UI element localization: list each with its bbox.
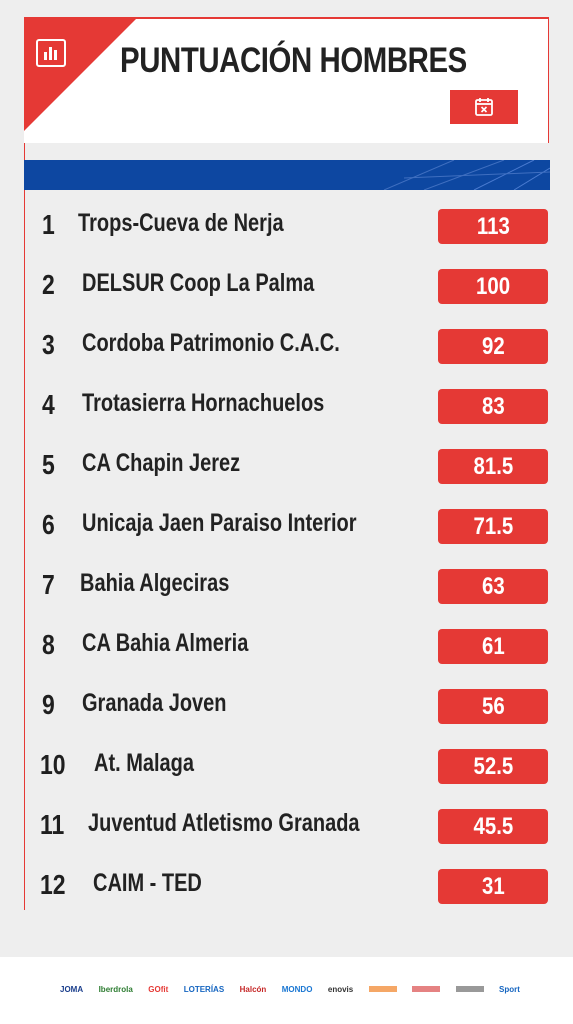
left-accent-line bbox=[24, 143, 25, 910]
bar-chart-icon bbox=[36, 39, 66, 67]
ranking-row: 3 Cordoba Patrimonio C.A.C. 92 bbox=[0, 327, 573, 364]
rank-number: 12 bbox=[40, 869, 66, 900]
ranking-row: 9 Granada Joven 56 bbox=[0, 687, 573, 724]
points-badge: 100 bbox=[438, 269, 548, 304]
sponsor-strip: JOMA Iberdrola GOfit LOTERÍAS Halcón MONDO eno… bbox=[0, 957, 573, 1024]
page-title: PUNTUACIÓN HOMBRES bbox=[120, 41, 467, 80]
sponsor-logo: GOfit bbox=[148, 984, 169, 994]
points-badge: 113 bbox=[438, 209, 548, 244]
points-value: 63 bbox=[481, 573, 505, 600]
calendar-x-icon bbox=[475, 98, 493, 116]
banner-stripes bbox=[383, 160, 550, 190]
sponsor-logos: JOMA Iberdrola GOfit LOTERÍAS Halcón MONDO eno… bbox=[60, 979, 520, 999]
points-badge: 45.5 bbox=[438, 809, 548, 844]
sponsor-logo: JOMA bbox=[60, 984, 84, 994]
sponsor-logo: LOTERÍAS bbox=[183, 984, 225, 994]
points-badge: 92 bbox=[438, 329, 548, 364]
points-value: 100 bbox=[475, 273, 511, 300]
rank-number: 6 bbox=[42, 509, 55, 540]
rank-number: 3 bbox=[42, 329, 55, 360]
sponsor-logo: enovis bbox=[327, 984, 354, 994]
points-value: 81.5 bbox=[473, 453, 513, 480]
team-name: CAIM - TED bbox=[93, 869, 202, 897]
ranking-row: 1 Trops-Cueva de Nerja 113 bbox=[0, 207, 573, 244]
team-name: Trops-Cueva de Nerja bbox=[78, 209, 284, 237]
team-name: Juventud Atletismo Granada bbox=[88, 809, 360, 837]
rank-number: 1 bbox=[42, 209, 55, 240]
points-value: 92 bbox=[481, 333, 505, 360]
ranking-row: 12 CAIM - TED 31 bbox=[0, 867, 573, 904]
rank-number: 9 bbox=[42, 689, 55, 720]
points-value: 31 bbox=[481, 873, 505, 900]
points-badge: 81.5 bbox=[438, 449, 548, 484]
points-value: 113 bbox=[476, 213, 510, 240]
ranking-row: 6 Unicaja Jaen Paraiso Interior 71.5 bbox=[0, 507, 573, 544]
points-value: 83 bbox=[481, 393, 505, 420]
sponsor-logo bbox=[412, 986, 441, 992]
header-card: PUNTUACIÓN HOMBRES bbox=[24, 17, 549, 143]
rank-number: 7 bbox=[42, 569, 55, 600]
points-badge: 83 bbox=[438, 389, 548, 424]
sponsor-logo bbox=[455, 986, 484, 992]
rank-number: 2 bbox=[42, 269, 55, 300]
points-badge: 63 bbox=[438, 569, 548, 604]
sponsor-logo bbox=[368, 986, 397, 992]
points-value: 45.5 bbox=[473, 813, 513, 840]
points-badge: 56 bbox=[438, 689, 548, 724]
team-name: DELSUR Coop La Palma bbox=[82, 269, 315, 297]
sponsor-logo: Halcón bbox=[239, 984, 267, 994]
blue-banner bbox=[24, 160, 550, 190]
points-badge: 31 bbox=[438, 869, 548, 904]
ranking-row: 2 DELSUR Coop La Palma 100 bbox=[0, 267, 573, 304]
points-value: 71.5 bbox=[473, 513, 513, 540]
points-badge: 52.5 bbox=[438, 749, 548, 784]
rank-number: 8 bbox=[42, 629, 55, 660]
points-value: 61 bbox=[481, 633, 505, 660]
rank-number: 5 bbox=[42, 449, 55, 480]
corner-triangle bbox=[24, 19, 136, 131]
ranking-row: 7 Bahia Algeciras 63 bbox=[0, 567, 573, 604]
ranking-row: 11 Juventud Atletismo Granada 45.5 bbox=[0, 807, 573, 844]
team-name: Unicaja Jaen Paraiso Interior bbox=[82, 509, 357, 537]
rank-number: 4 bbox=[42, 389, 55, 420]
points-badge: 61 bbox=[438, 629, 548, 664]
ranking-row: 8 CA Bahia Almeria 61 bbox=[0, 627, 573, 664]
calendar-button[interactable] bbox=[450, 90, 518, 124]
points-value: 52.5 bbox=[473, 753, 513, 780]
team-name: CA Bahia Almeria bbox=[82, 629, 249, 657]
sponsor-logo: Iberdrola bbox=[98, 984, 133, 994]
team-name: Trotasierra Hornachuelos bbox=[82, 389, 325, 417]
sponsor-logo: Sport bbox=[499, 984, 520, 994]
team-name: At. Malaga bbox=[94, 749, 195, 777]
rank-number: 10 bbox=[40, 749, 66, 780]
points-badge: 71.5 bbox=[438, 509, 548, 544]
ranking-row: 10 At. Malaga 52.5 bbox=[0, 747, 573, 784]
ranking-row: 4 Trotasierra Hornachuelos 83 bbox=[0, 387, 573, 424]
team-name: Granada Joven bbox=[82, 689, 227, 717]
ranking-row: 5 CA Chapin Jerez 81.5 bbox=[0, 447, 573, 484]
team-name: Cordoba Patrimonio C.A.C. bbox=[82, 329, 340, 357]
team-name: Bahia Algeciras bbox=[80, 569, 230, 597]
rank-number: 11 bbox=[40, 809, 65, 840]
points-value: 56 bbox=[481, 693, 505, 720]
team-name: CA Chapin Jerez bbox=[82, 449, 241, 477]
sponsor-logo: MONDO bbox=[281, 984, 313, 994]
